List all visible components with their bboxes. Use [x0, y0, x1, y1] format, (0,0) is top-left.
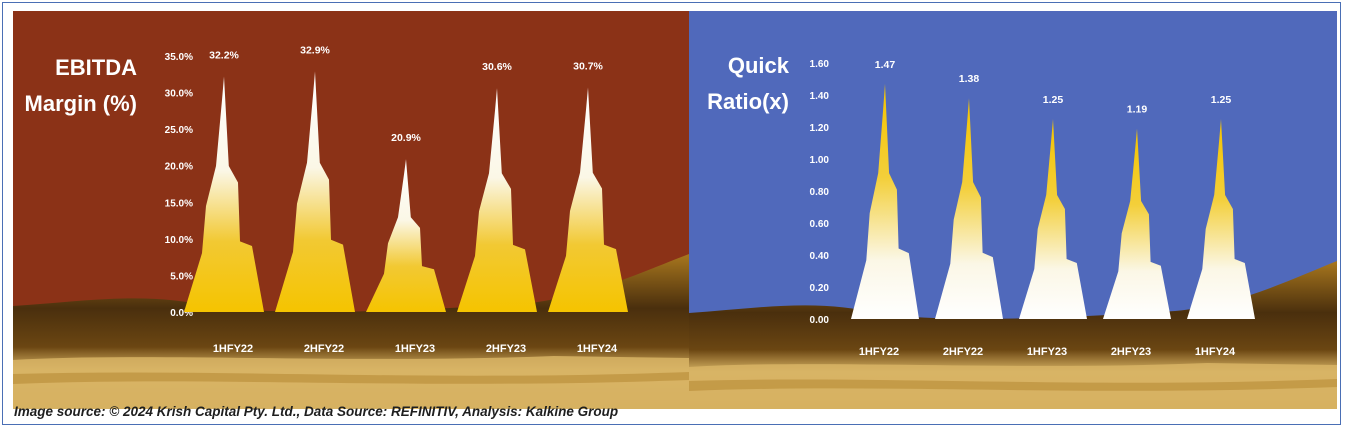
ebitda-margin-chart-panel: EBITDA Margin (%) 0.0% 5.0% 10.0% 15.0% 20.0% 2… [13, 11, 689, 409]
y-tick-label: 0.80 [810, 187, 830, 198]
bar-spike-2hfy22 [275, 71, 355, 312]
data-label: 1.25 [1043, 94, 1064, 106]
chart-title-line: Ratio(x) [707, 89, 789, 114]
bar-spike-1hfy24 [548, 87, 628, 312]
bar-spike-1hfy23 [1019, 119, 1087, 319]
chart-title-line: Margin (%) [25, 91, 137, 116]
y-tick-label: 1.00 [810, 155, 830, 166]
bar-spike-2hfy23 [1103, 128, 1171, 319]
x-category-label: 2HFY22 [304, 343, 344, 355]
bar-spike-1hfy22 [184, 76, 264, 312]
data-label: 20.9% [391, 132, 421, 144]
sand-ripple [13, 372, 689, 384]
y-tick-label: 35.0% [165, 52, 193, 63]
x-category-label: 1HFY24 [577, 343, 618, 355]
bar-spike-2hfy23 [457, 88, 537, 312]
data-label: 1.47 [875, 59, 896, 71]
x-category-label: 1HFY23 [395, 343, 435, 355]
data-label: 32.2% [209, 49, 239, 61]
x-category-label: 2HFY22 [943, 346, 983, 358]
y-tick-label: 0.00 [810, 315, 830, 326]
data-label: 1.38 [959, 73, 980, 85]
data-label: 30.6% [482, 61, 512, 73]
chart-title-line: EBITDA [55, 55, 137, 80]
y-tick-label: 10.0% [165, 235, 193, 246]
data-label: 1.25 [1211, 94, 1232, 106]
y-tick-label: 0.40 [810, 251, 830, 262]
image-source-caption: Image source: © 2024 Krish Capital Pty. … [14, 404, 619, 419]
y-tick-label: 30.0% [165, 89, 193, 100]
x-category-label: 1HFY23 [1027, 346, 1067, 358]
quick-ratio-chart: Quick Ratio(x) 0.00 0.20 0.40 0.60 0.80 1.00 1.2… [689, 11, 1337, 409]
y-tick-label: 25.0% [165, 125, 193, 136]
x-category-label: 1HFY22 [859, 346, 899, 358]
data-label: 32.9% [300, 44, 330, 56]
y-tick-label: 5.0% [170, 271, 193, 282]
sand-ripple [689, 379, 1337, 391]
y-tick-label: 1.20 [810, 123, 830, 134]
y-tick-label: 1.40 [810, 91, 830, 102]
data-label: 30.7% [573, 60, 603, 72]
x-category-label: 1HFY24 [1195, 346, 1236, 358]
x-category-label: 1HFY22 [213, 343, 253, 355]
y-tick-label: 1.60 [810, 59, 830, 70]
chart-title-line: Quick [728, 53, 790, 78]
y-tick-label: 0.0% [170, 308, 193, 319]
data-label: 1.19 [1127, 104, 1148, 116]
y-tick-label: 20.0% [165, 162, 193, 173]
y-tick-label: 15.0% [165, 198, 193, 209]
bar-spike-1hfy23 [366, 159, 446, 312]
x-category-label: 2HFY23 [1111, 346, 1151, 358]
y-tick-label: 0.60 [810, 219, 830, 230]
bar-spike-1hfy22 [851, 83, 919, 319]
y-tick-label: 0.20 [810, 283, 830, 294]
bar-spike-2hfy22 [935, 98, 1003, 319]
ebitda-margin-chart: EBITDA Margin (%) 0.0% 5.0% 10.0% 15.0% 20.0% 2… [13, 11, 689, 409]
quick-ratio-chart-panel: Quick Ratio(x) 0.00 0.20 0.40 0.60 0.80 1.00 1.2… [689, 11, 1337, 409]
x-category-label: 2HFY23 [486, 343, 526, 355]
bar-spike-1hfy24 [1187, 119, 1255, 319]
